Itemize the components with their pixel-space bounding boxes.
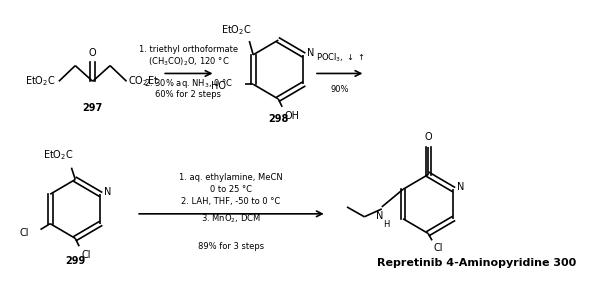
Text: CO$_2$Et: CO$_2$Et	[128, 75, 160, 88]
Text: EtO$_2$C: EtO$_2$C	[25, 75, 56, 88]
Text: H: H	[383, 220, 390, 229]
Text: HO: HO	[211, 81, 226, 91]
Text: N: N	[307, 48, 314, 58]
Text: N: N	[104, 187, 112, 197]
Text: 3. MnO$_2$, DCM: 3. MnO$_2$, DCM	[201, 212, 261, 225]
Text: 90%: 90%	[331, 85, 349, 94]
Text: 0 to 25 °C: 0 to 25 °C	[210, 185, 252, 194]
Text: 297: 297	[83, 103, 103, 113]
Text: POCl$_3$, $\downarrow\uparrow$: POCl$_3$, $\downarrow\uparrow$	[316, 52, 364, 64]
Text: (CH$_3$CO)$_2$O, 120 °C: (CH$_3$CO)$_2$O, 120 °C	[148, 55, 229, 68]
Text: 60% for 2 steps: 60% for 2 steps	[155, 90, 221, 98]
Text: 2. LAH, THF, -50 to 0 °C: 2. LAH, THF, -50 to 0 °C	[181, 197, 281, 205]
Text: OH: OH	[284, 111, 299, 121]
Text: 298: 298	[268, 114, 289, 124]
Text: N: N	[457, 182, 464, 192]
Text: 299: 299	[65, 256, 85, 266]
Text: O: O	[89, 48, 97, 58]
Text: O: O	[424, 132, 432, 142]
Text: EtO$_2$C: EtO$_2$C	[221, 23, 251, 37]
Text: 1. aq. ethylamine, MeCN: 1. aq. ethylamine, MeCN	[179, 173, 283, 182]
Text: N: N	[376, 211, 383, 221]
Text: Cl: Cl	[81, 250, 91, 260]
Text: Cl: Cl	[434, 243, 443, 253]
Text: EtO$_2$C: EtO$_2$C	[43, 148, 73, 162]
Text: Repretinib 4-Aminopyridine 300: Repretinib 4-Aminopyridine 300	[377, 258, 576, 268]
Text: 1. triethyl orthoformate: 1. triethyl orthoformate	[139, 45, 238, 55]
Text: 2. 30% aq. NH$_3$, 0 °C: 2. 30% aq. NH$_3$, 0 °C	[144, 77, 233, 90]
Text: Cl: Cl	[19, 228, 29, 238]
Text: 89% for 3 steps: 89% for 3 steps	[198, 242, 264, 251]
